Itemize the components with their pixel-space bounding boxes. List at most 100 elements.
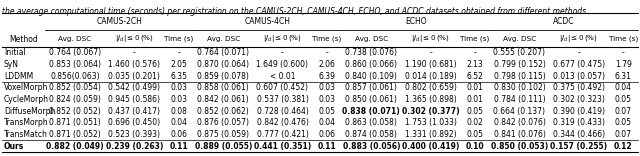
Text: 0.852 (0.054): 0.852 (0.054) xyxy=(49,83,101,92)
Text: 0.302 (0.377): 0.302 (0.377) xyxy=(402,107,460,116)
Text: Avg. DSC: Avg. DSC xyxy=(503,36,536,42)
Text: 0.856(0.063): 0.856(0.063) xyxy=(51,72,100,81)
Text: $|J_d| \leq 0\,(\%)$: $|J_d| \leq 0\,(\%)$ xyxy=(559,34,598,44)
Text: 0.853 (0.064): 0.853 (0.064) xyxy=(49,60,101,69)
Text: 0.02: 0.02 xyxy=(467,118,483,127)
Text: 0.842 (0.476): 0.842 (0.476) xyxy=(257,118,308,127)
Text: 0.860 (0.066): 0.860 (0.066) xyxy=(346,60,397,69)
Text: 0.607 (0.452): 0.607 (0.452) xyxy=(257,83,308,92)
Text: 6.52: 6.52 xyxy=(467,72,483,81)
Text: 0.696 (0.450): 0.696 (0.450) xyxy=(108,118,161,127)
Text: CycleMorph: CycleMorph xyxy=(4,95,49,104)
Text: 0.07: 0.07 xyxy=(614,130,632,139)
Text: 0.863 (0.058): 0.863 (0.058) xyxy=(346,118,397,127)
Text: 0.05: 0.05 xyxy=(467,130,484,139)
Text: -: - xyxy=(133,48,136,57)
Text: 0.874 (0.058): 0.874 (0.058) xyxy=(346,130,397,139)
Text: 0.375 (0.492): 0.375 (0.492) xyxy=(553,83,605,92)
Text: $|J_d| \leq 0\,(\%)$: $|J_d| \leq 0\,(\%)$ xyxy=(411,34,450,44)
Text: 0.870 (0.064): 0.870 (0.064) xyxy=(197,60,249,69)
Text: Method: Method xyxy=(10,34,38,44)
Text: 0.542 (0.499): 0.542 (0.499) xyxy=(108,83,161,92)
Text: -: - xyxy=(429,48,432,57)
Text: Initial: Initial xyxy=(4,48,26,57)
Text: 0.764 (0.071): 0.764 (0.071) xyxy=(197,48,249,57)
Text: 0.876 (0.057): 0.876 (0.057) xyxy=(197,118,249,127)
Text: 0.871 (0.051): 0.871 (0.051) xyxy=(49,118,101,127)
Text: 0.802 (0.659): 0.802 (0.659) xyxy=(404,83,456,92)
Text: 0.852 (0.062): 0.852 (0.062) xyxy=(197,107,249,116)
Text: the average computational time (seconds) per registration on the CAMUS-2CH, CAMU: the average computational time (seconds)… xyxy=(2,7,589,16)
Text: 0.859 (0.078): 0.859 (0.078) xyxy=(197,72,249,81)
Text: ECHO: ECHO xyxy=(405,17,427,27)
Text: 6.35: 6.35 xyxy=(170,72,188,81)
Text: Time (s): Time (s) xyxy=(609,36,638,42)
Text: -: - xyxy=(577,48,580,57)
Text: 0.11: 0.11 xyxy=(317,142,336,151)
Text: 6.39: 6.39 xyxy=(319,72,335,81)
Text: 0.319 (0.433): 0.319 (0.433) xyxy=(553,118,605,127)
Text: Ours: Ours xyxy=(4,142,24,151)
Text: TransMorph: TransMorph xyxy=(4,118,49,127)
Text: 1.753 (1.033): 1.753 (1.033) xyxy=(404,118,456,127)
Text: 0.842 (0.076): 0.842 (0.076) xyxy=(493,118,545,127)
Text: 0.03: 0.03 xyxy=(170,95,188,104)
Text: 0.03: 0.03 xyxy=(170,83,188,92)
Text: $|J_d| \leq 0\,(\%)$: $|J_d| \leq 0\,(\%)$ xyxy=(263,34,302,44)
Text: 0.157 (0.255): 0.157 (0.255) xyxy=(550,142,607,151)
Text: 0.871 (0.052): 0.871 (0.052) xyxy=(49,130,101,139)
Text: -: - xyxy=(474,48,476,57)
Text: CAMUS-2CH: CAMUS-2CH xyxy=(97,17,143,27)
Text: 0.04: 0.04 xyxy=(319,118,335,127)
Text: 2.05: 2.05 xyxy=(170,60,188,69)
Text: 0.555 (0.207): 0.555 (0.207) xyxy=(493,48,545,57)
Text: 0.013 (0.057): 0.013 (0.057) xyxy=(553,72,605,81)
Text: 2.13: 2.13 xyxy=(467,60,483,69)
Text: 1.79: 1.79 xyxy=(615,60,632,69)
Text: 0.777 (0.421): 0.777 (0.421) xyxy=(257,130,308,139)
Text: 0.01: 0.01 xyxy=(467,83,483,92)
Text: 0.664 (0.137): 0.664 (0.137) xyxy=(493,107,545,116)
Text: 0.05: 0.05 xyxy=(614,118,632,127)
Text: 0.858 (0.061): 0.858 (0.061) xyxy=(197,83,249,92)
Text: $|J_d| \leq 0\,(\%)$: $|J_d| \leq 0\,(\%)$ xyxy=(115,34,154,44)
Text: 0.850 (0.061): 0.850 (0.061) xyxy=(346,95,397,104)
Text: 0.945 (0.586): 0.945 (0.586) xyxy=(108,95,161,104)
Text: DiffuseMorph: DiffuseMorph xyxy=(4,107,55,116)
Text: 0.840 (0.109): 0.840 (0.109) xyxy=(346,72,397,81)
Text: VoxelMorph: VoxelMorph xyxy=(4,83,48,92)
Text: 0.437 (0.417): 0.437 (0.417) xyxy=(108,107,161,116)
Text: 0.11: 0.11 xyxy=(170,142,188,151)
Text: 1.460 (0.576): 1.460 (0.576) xyxy=(108,60,161,69)
Text: Time (s): Time (s) xyxy=(460,36,490,42)
Text: Avg. DSC: Avg. DSC xyxy=(355,36,388,42)
Text: ACDC: ACDC xyxy=(553,17,575,27)
Text: 0.842 (0.061): 0.842 (0.061) xyxy=(197,95,249,104)
Text: 0.06: 0.06 xyxy=(319,130,335,139)
Text: 0.784 (0.111): 0.784 (0.111) xyxy=(493,95,545,104)
Text: 0.798 (0.115): 0.798 (0.115) xyxy=(493,72,545,81)
Text: CAMUS-4CH: CAMUS-4CH xyxy=(244,17,291,27)
Text: 1.190 (0.681): 1.190 (0.681) xyxy=(404,60,456,69)
Text: 1.331 (0.892): 1.331 (0.892) xyxy=(404,130,456,139)
Text: TransMatch: TransMatch xyxy=(4,130,48,139)
Text: 0.06: 0.06 xyxy=(170,130,188,139)
Text: 0.875 (0.059): 0.875 (0.059) xyxy=(197,130,249,139)
Text: 2.06: 2.06 xyxy=(319,60,335,69)
Text: 0.677 (0.475): 0.677 (0.475) xyxy=(553,60,605,69)
Text: 0.537 (0.381): 0.537 (0.381) xyxy=(257,95,308,104)
Text: Time (s): Time (s) xyxy=(312,36,342,42)
Text: 0.01: 0.01 xyxy=(467,95,483,104)
Text: 0.882 (0.049): 0.882 (0.049) xyxy=(46,142,104,151)
Text: 0.883 (0.056): 0.883 (0.056) xyxy=(342,142,400,151)
Text: 0.035 (0.201): 0.035 (0.201) xyxy=(108,72,160,81)
Text: 0.390 (0.419): 0.390 (0.419) xyxy=(553,107,605,116)
Text: LDDMM: LDDMM xyxy=(4,72,33,81)
Text: 0.764 (0.067): 0.764 (0.067) xyxy=(49,48,101,57)
Text: 0.03: 0.03 xyxy=(319,83,335,92)
Text: 0.523 (0.393): 0.523 (0.393) xyxy=(108,130,161,139)
Text: 0.830 (0.102): 0.830 (0.102) xyxy=(493,83,545,92)
Text: 0.302 (0.323): 0.302 (0.323) xyxy=(553,95,605,104)
Text: -: - xyxy=(326,48,328,57)
Text: 0.04: 0.04 xyxy=(170,118,188,127)
